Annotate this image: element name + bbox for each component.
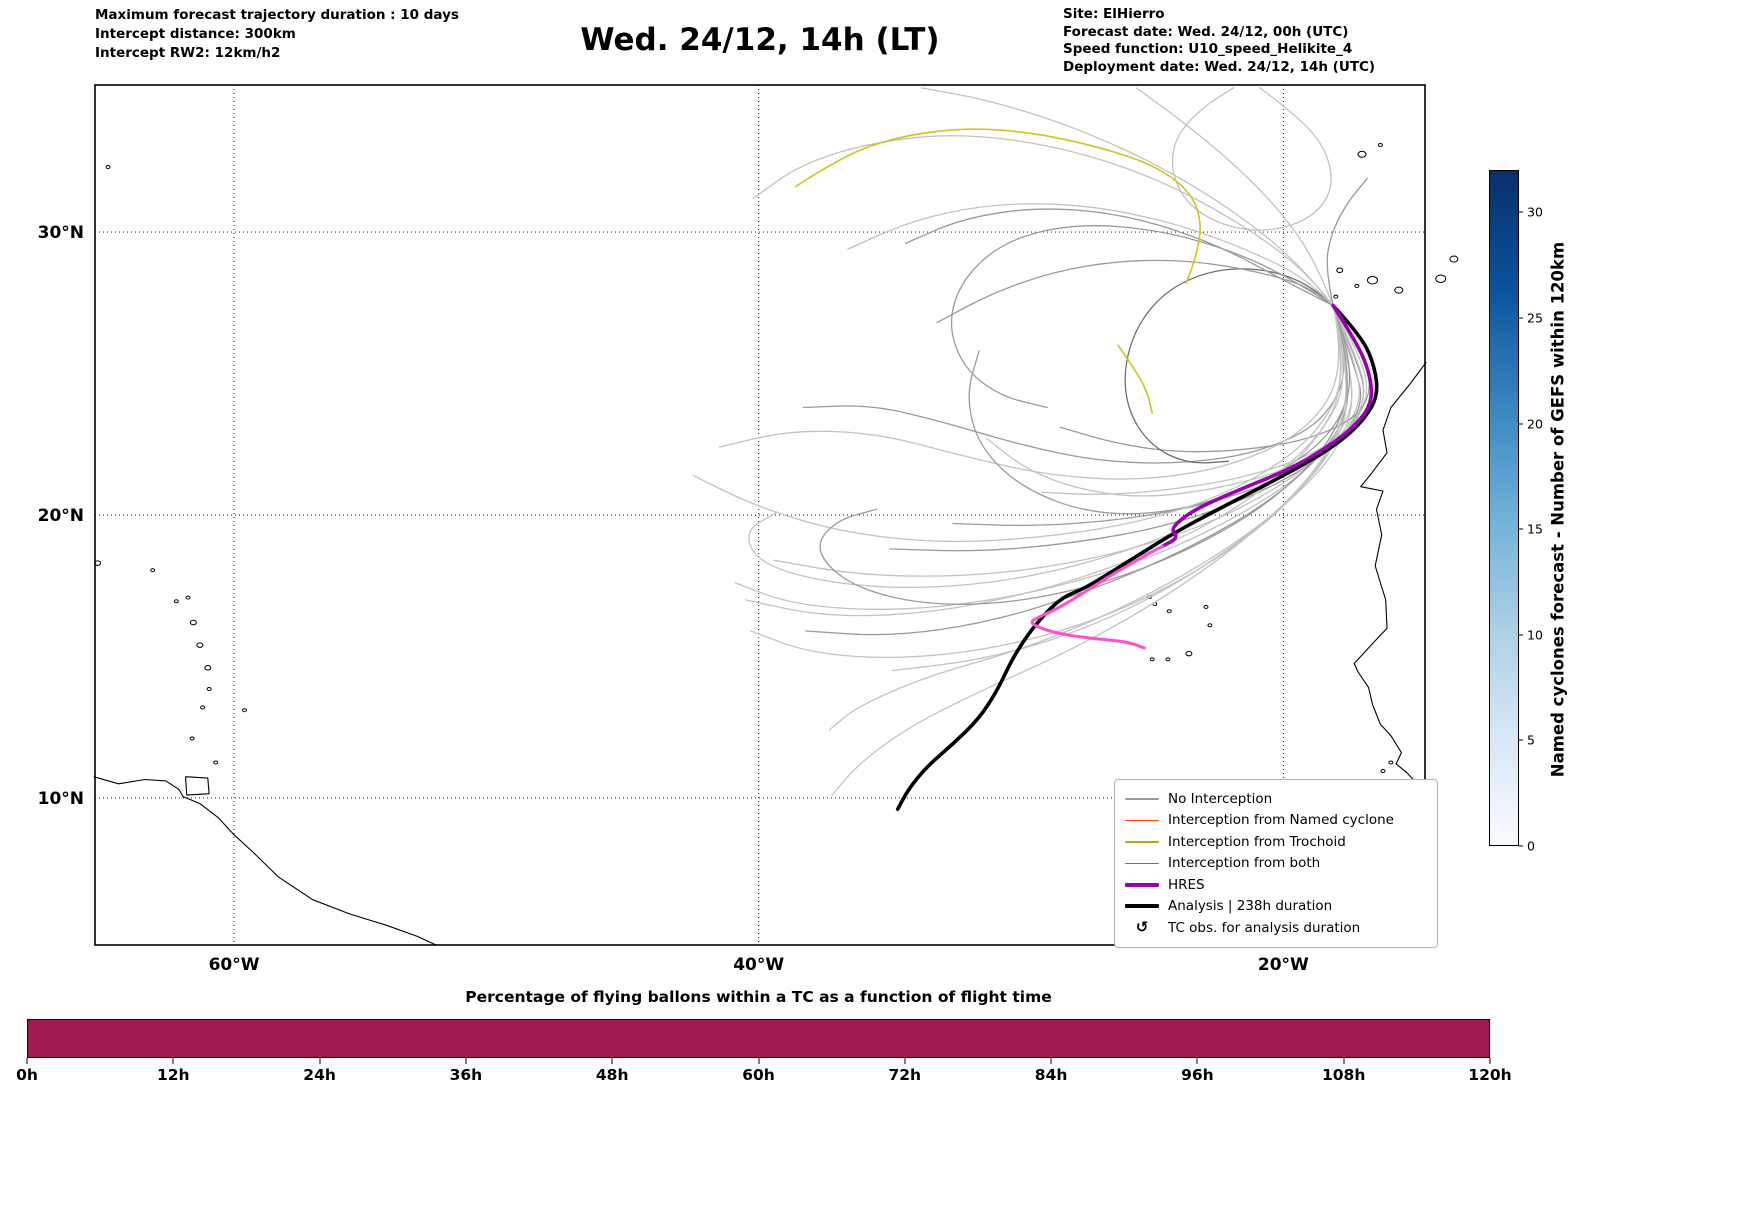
colorbar-tick: 0 [1519, 839, 1535, 854]
legend-item: Interception from both [1125, 853, 1427, 875]
bottom-axis-tick-label: 0h [16, 1066, 38, 1084]
legend-line-swatch [1125, 882, 1159, 887]
colorbar-tick: 20 [1519, 416, 1543, 431]
legend-label: Analysis | 238h duration [1168, 898, 1333, 915]
legend-line-swatch [1125, 841, 1159, 843]
bottom-axis-tick-label: 48h [595, 1066, 629, 1084]
map-legend: No Interception Interception from Named c… [1114, 779, 1438, 948]
param-intercept-rw2: Intercept RW2: 12km/h2 [95, 45, 281, 61]
legend-item: No Interception [1125, 788, 1427, 810]
svg-text:60°W: 60°W [209, 955, 260, 975]
colorbar-label: Named cyclones forecast - Number of GEFS… [1548, 241, 1568, 778]
colorbar-tick: 30 [1519, 205, 1543, 220]
colorbar: 0 5 10 15 20 25 30 [1489, 170, 1543, 854]
legend-item: Interception from Named cyclone [1125, 810, 1427, 832]
tc-obs-marker-icon: ↺ [1135, 918, 1149, 937]
svg-text:40°W: 40°W [733, 955, 784, 975]
bottom-axis-tick-label: 120h [1468, 1066, 1512, 1084]
bottom-axis-ticks: 0h 12h 24h 36h 48h 60h 72h 84h 96h 108h 120h [16, 1058, 1512, 1092]
bottom-axis-tick-label: 108h [1321, 1066, 1366, 1084]
deployment-date: Deployment date: Wed. 24/12, 14h (UTC) [1063, 58, 1376, 75]
param-intercept-distance: Intercept distance: 300km [95, 26, 296, 42]
bottom-axis-tick-label: 96h [1181, 1066, 1214, 1084]
svg-text:10°N: 10°N [38, 789, 84, 809]
colorbar-gradient [1489, 170, 1519, 846]
svg-text:20°W: 20°W [1258, 955, 1309, 975]
legend-line-swatch [1125, 798, 1159, 800]
svg-text:20°N: 20°N [38, 506, 84, 526]
legend-label: Interception from Named cyclone [1168, 812, 1394, 829]
legend-line-swatch [1125, 819, 1159, 821]
svg-text:30°N: 30°N [38, 223, 84, 243]
legend-item: HRES [1125, 874, 1427, 896]
legend-line-swatch [1125, 904, 1159, 909]
figure-title: Wed. 24/12, 14h (LT) [580, 22, 940, 58]
param-max-duration: Maximum forecast trajectory duration : 1… [95, 7, 459, 23]
flight-time-percentage-bar [27, 1019, 1490, 1058]
run-parameters: Maximum forecast trajectory duration : 1… [95, 6, 459, 63]
legend-item: Interception from Trochoid [1125, 831, 1427, 853]
bottom-axis-tick-label: 36h [449, 1066, 483, 1084]
bottom-axis-tick-label: 84h [1034, 1066, 1068, 1084]
legend-line-swatch [1125, 862, 1159, 864]
legend-item: ↺ TC obs. for analysis duration [1125, 917, 1427, 939]
forecast-date: Forecast date: Wed. 24/12, 00h (UTC) [1063, 23, 1349, 40]
colorbar-tick: 5 [1519, 733, 1535, 748]
trajectory-map: 60°W 40°W 20°W 30°N 20°N 10°N [38, 84, 1459, 975]
bottom-axis-tick-label: 24h [303, 1066, 336, 1084]
colorbar-tick: 15 [1519, 522, 1543, 537]
legend-label: No Interception [1168, 790, 1273, 807]
site-info: Site: ElHierro Forecast date: Wed. 24/12… [1063, 6, 1375, 76]
site-name: Site: ElHierro [1063, 6, 1165, 22]
bottom-axis-tick-label: 12h [156, 1066, 190, 1084]
legend-item: Analysis | 238h duration [1125, 896, 1427, 918]
legend-label: Interception from Trochoid [1168, 833, 1346, 850]
colorbar-tick: 25 [1519, 310, 1543, 325]
legend-label: Interception from both [1168, 855, 1321, 872]
bottom-chart-title: Percentage of flying ballons within a TC… [465, 988, 1052, 1006]
speed-function: Speed function: U10_speed_Helikite_4 [1063, 41, 1353, 57]
legend-label: TC obs. for analysis duration [1168, 919, 1361, 936]
bottom-axis-tick-label: 60h [742, 1066, 775, 1084]
colorbar-tick: 10 [1519, 627, 1543, 642]
bottom-axis-tick-label: 72h [888, 1066, 922, 1084]
legend-label: HRES [1168, 876, 1205, 893]
